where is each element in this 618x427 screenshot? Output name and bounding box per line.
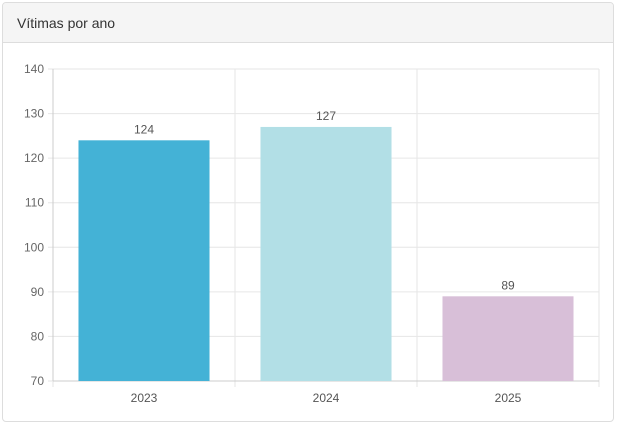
y-tick-label: 80 bbox=[31, 329, 45, 343]
panel-title: Vítimas por ano bbox=[3, 3, 613, 43]
chart-area: 70 80 90 100 110 120 130 140 124 2023 127 2024 89 202… bbox=[3, 44, 613, 421]
x-tick-label: 2024 bbox=[313, 391, 340, 405]
y-tick-label: 90 bbox=[31, 285, 45, 299]
bar-2023 bbox=[78, 140, 210, 381]
bar-2024 bbox=[260, 126, 392, 381]
y-tick-label: 120 bbox=[24, 151, 44, 165]
y-tick-label: 70 bbox=[31, 374, 45, 388]
y-tick-label: 100 bbox=[24, 240, 44, 254]
y-tick-label: 130 bbox=[24, 107, 44, 121]
bar-value-label: 89 bbox=[501, 278, 515, 292]
x-tick-label: 2025 bbox=[495, 391, 522, 405]
bar-2025 bbox=[442, 296, 574, 381]
bar-value-label: 127 bbox=[316, 109, 336, 123]
bar-chart: 70 80 90 100 110 120 130 140 124 2023 127 2024 89 202… bbox=[24, 62, 600, 405]
bar-value-label: 124 bbox=[134, 122, 154, 136]
chart-panel: Vítimas por ano 70 80 90 100 110 120 130 140 124… bbox=[2, 2, 614, 422]
y-tick-label: 110 bbox=[25, 196, 44, 210]
x-tick-label: 2023 bbox=[131, 391, 158, 405]
y-tick-label: 140 bbox=[24, 62, 44, 76]
